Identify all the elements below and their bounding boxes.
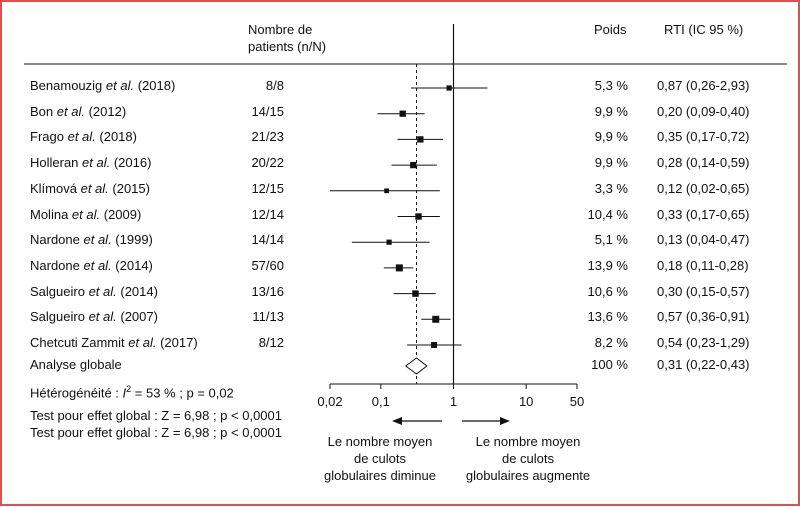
study-weight: 13,6 % [587,309,628,325]
study-label: Bon et al. (2012) [30,103,127,119]
study-n: 21/23 [251,129,284,145]
study-label: Frago et al. (2018) [30,129,137,145]
study-n: 20/22 [251,155,284,171]
study-point [395,264,403,272]
left-arrow-label-3: globulaires diminue [323,468,436,483]
study-ci: 0,20 (0,09-0,40) [657,103,750,119]
x-tick-label: 10 [519,394,533,409]
header-patients-line1: Nombre de [248,22,313,37]
x-tick-label: 50 [570,394,584,409]
study-weight: 10,4 % [587,206,628,222]
study-weight: 9,9 % [594,155,628,171]
study-label: Nardone et al. (2014) [30,257,153,273]
header-weight: Poids [594,22,627,37]
study-n: 13/16 [251,283,284,299]
right-arrow-label-1: Le nombre moyen [475,434,581,449]
study-point [415,213,422,220]
study-ci: 0,12 (0,02-0,65) [657,180,750,196]
right-arrowhead [500,417,510,425]
study-ci: 0,54 (0,23-1,29) [657,335,750,350]
study-point [384,188,389,194]
study-weight: 5,3 % [594,78,628,93]
overall-ci: 0,31 (0,22-0,43) [657,357,750,372]
study-n: 8/8 [265,78,284,93]
study-weight: 9,9 % [594,103,628,119]
study-label: Nardone et al. (1999) [30,232,153,248]
study-point [386,239,392,245]
study-ci: 0,57 (0,36-0,91) [657,309,750,325]
study-n: 57/60 [251,257,284,273]
study-ci: 0,35 (0,17-0,72) [657,129,750,145]
study-weight: 13,9 % [587,257,628,273]
overall-weight: 100 % [591,357,628,372]
test-line-2: Test pour effet global : Z = 6,98 ; p < … [30,425,282,440]
study-point [399,110,406,117]
study-ci: 0,18 (0,11-0,28) [657,257,749,273]
study-label: Klímová et al. (2015) [30,180,150,196]
study-ci: 0,28 (0,14-0,59) [657,155,750,171]
study-weight: 8,2 % [594,335,628,350]
study-n: 14/15 [251,103,284,119]
left-arrow-label-1: Le nombre moyen [327,434,433,449]
study-weight: 10,6 % [587,283,628,299]
x-tick-label: 1 [450,394,457,409]
study-point [410,161,417,169]
study-label: Benamouzig et al. (2018) [30,78,176,93]
study-ci: 0,13 (0,04-0,47) [657,232,750,248]
heterogeneity-text: Hétérogénéité : I2 = 53 % ; p = 0,02 [30,384,234,401]
overall-diamond [404,357,428,375]
study-point [417,136,424,143]
x-tick-label: 0,02 [317,394,342,409]
study-weight: 3,3 % [594,180,628,196]
right-arrow-label-2: de culots [501,451,555,466]
study-point [446,85,452,91]
study-point [431,342,438,348]
study-point [412,290,419,297]
study-weight: 5,1 % [594,232,628,248]
header-patients-line2: patients (n/N) [248,39,327,54]
study-n: 12/15 [251,180,284,196]
right-arrow-label-3: globulaires augmente [465,468,591,483]
study-n: 14/14 [251,232,284,248]
study-n: 8/12 [258,335,284,350]
study-ci: 0,33 (0,17-0,65) [657,206,750,222]
x-tick-label: 0,1 [372,394,390,409]
left-arrow-label-2: de culots [353,451,407,466]
left-arrowhead [392,417,402,425]
study-weight: 9,9 % [594,129,628,145]
study-label: Salgueiro et al. (2007) [30,309,158,325]
study-ci: 0,30 (0,15-0,57) [657,283,750,299]
header-rti: RTI (IC 95 %) [664,22,744,37]
study-label: Holleran et al. (2016) [30,155,152,171]
test-line-1: Test pour effet global : Z = 6,98 ; p < … [30,408,282,423]
study-label: Molina et al. (2009) [30,206,142,222]
study-point [432,315,440,323]
overall-label: Analyse globale [30,357,122,372]
study-ci: 0,87 (0,26-2,93) [657,78,750,93]
study-label: Chetcuti Zammit et al. (2017) [30,335,198,350]
study-label: Salgueiro et al. (2014) [30,283,158,299]
study-n: 12/14 [251,206,284,222]
study-n: 11/13 [252,309,284,325]
